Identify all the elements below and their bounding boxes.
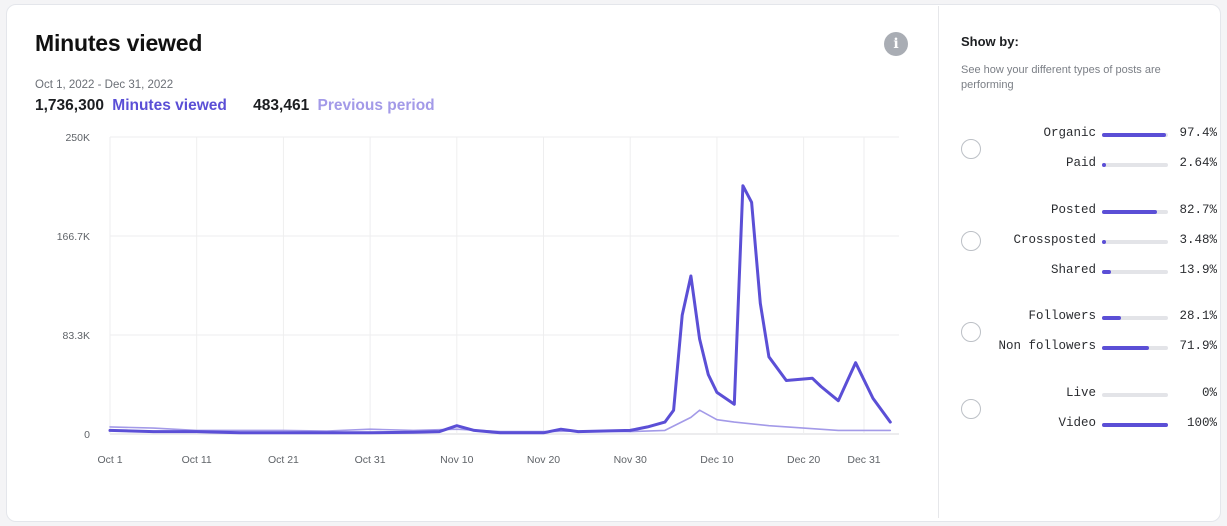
breakdown-percent: 71.9%	[1179, 339, 1217, 353]
show-by-description: See how your different types of posts ar…	[961, 64, 1161, 91]
info-icon[interactable]: i	[884, 32, 908, 56]
previous-label[interactable]: Previous period	[317, 97, 435, 114]
series-line-minutes-viewed	[108, 184, 892, 435]
breakdown-row: Organic 97.4%	[990, 126, 1220, 144]
breakdown-percent: 97.4%	[1179, 126, 1217, 140]
breakdown-bar-fill	[1102, 423, 1168, 427]
date-range: Oct 1, 2022 - Dec 31, 2022	[35, 79, 174, 91]
x-tick-label: Nov 30	[614, 454, 647, 466]
breakdown-bar-fill	[1102, 316, 1121, 320]
current-value: 1,736,300	[35, 97, 104, 114]
group-radio-1[interactable]	[961, 139, 981, 159]
breakdown-bar-fill	[1102, 346, 1150, 350]
breakdown-label: Live	[1065, 386, 1096, 400]
x-tick-label: Nov 20	[527, 454, 560, 466]
x-tick-label: Nov 10	[440, 454, 473, 466]
breakdown-label: Posted	[1050, 203, 1096, 217]
breakdown-bar-fill	[1102, 163, 1106, 167]
breakdown-label: Shared	[1050, 263, 1096, 277]
breakdown-row: Shared 13.9%	[990, 263, 1220, 281]
breakdown-percent: 28.1%	[1179, 309, 1217, 323]
breakdown-bar-track	[1102, 316, 1168, 320]
breakdown-bar-track	[1102, 240, 1168, 244]
x-tick-label: Dec 10	[700, 454, 733, 466]
show-by-heading: Show by:	[961, 34, 1019, 49]
breakdown-bar-track	[1102, 163, 1168, 167]
breakdown-row: Paid 2.64%	[990, 156, 1220, 174]
group-radio-2[interactable]	[961, 231, 981, 251]
series-line-previous-period	[109, 409, 892, 433]
breakdown-row: Crossposted 3.48%	[990, 233, 1220, 251]
current-label[interactable]: Minutes viewed	[112, 97, 227, 114]
breakdown-bar-fill	[1102, 270, 1112, 274]
breakdown-label: Paid	[1065, 156, 1096, 170]
breakdown-bar-track	[1102, 423, 1168, 427]
y-tick-label: 83.3K	[63, 330, 90, 342]
breakdown-percent: 82.7%	[1179, 203, 1217, 217]
breakdown-label: Crossposted	[1013, 233, 1096, 247]
breakdown-bar-fill	[1102, 133, 1167, 137]
breakdown-label: Followers	[1028, 309, 1096, 323]
breakdown-percent: 3.48%	[1179, 233, 1217, 247]
x-tick-label: Dec 31	[847, 454, 880, 466]
breakdown-bar-track	[1102, 270, 1168, 274]
panel-divider	[938, 6, 939, 518]
summary-line: 1,736,300 Minutes viewed 483,461 Previou…	[35, 97, 435, 115]
breakdown-label: Organic	[1043, 126, 1096, 140]
x-tick-label: Dec 20	[787, 454, 820, 466]
breakdown-percent: 2.64%	[1179, 156, 1217, 170]
breakdown-bar-track	[1102, 210, 1168, 214]
y-tick-label: 250K	[65, 132, 90, 144]
breakdown-row: Followers 28.1%	[990, 309, 1220, 327]
x-tick-label: Oct 21	[268, 454, 299, 466]
breakdown-bar-track	[1102, 133, 1168, 137]
previous-value: 483,461	[253, 97, 310, 114]
page-title: Minutes viewed	[35, 30, 203, 56]
breakdown-percent: 13.9%	[1179, 263, 1217, 277]
x-tick-label: Oct 11	[182, 454, 212, 466]
breakdown-bar-fill	[1102, 210, 1157, 214]
breakdown-percent: 100%	[1186, 416, 1217, 430]
line-chart: 0 83.3K 166.7K 250K Oct 1 Oct 11 Oct 21 Oct 31 N…	[57, 132, 899, 466]
x-tick-label: Oct 31	[355, 454, 386, 466]
breakdown-bar-track	[1102, 346, 1168, 350]
breakdown-row: Video 100%	[990, 416, 1220, 434]
breakdown-row: Non followers 71.9%	[990, 339, 1220, 357]
breakdown-percent: 0%	[1201, 386, 1217, 400]
breakdown-label: Video	[1058, 416, 1096, 430]
group-radio-4[interactable]	[961, 399, 981, 419]
breakdown-row: Live 0%	[990, 386, 1220, 404]
breakdown-bar-fill	[1102, 240, 1106, 244]
breakdown-bar-track	[1102, 393, 1168, 397]
y-tick-label: 166.7K	[57, 231, 90, 243]
insights-card	[6, 4, 1221, 522]
y-tick-label: 0	[84, 429, 90, 441]
group-radio-3[interactable]	[961, 322, 981, 342]
breakdown-label: Non followers	[998, 339, 1096, 353]
x-tick-label: Oct 1	[97, 454, 122, 466]
breakdown-row: Posted 82.7%	[990, 203, 1220, 221]
